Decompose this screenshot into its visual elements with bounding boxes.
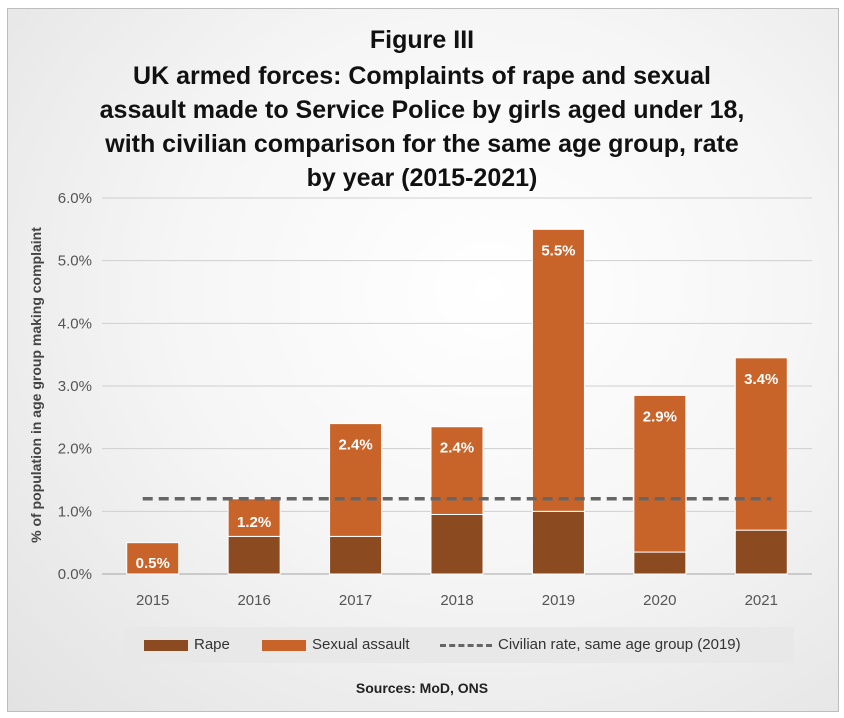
x-tick-label: 2019 [542,592,575,609]
x-tick-label: 2018 [440,592,473,609]
bar-sexual-assault [531,228,585,512]
legend-label-civilian-rate: Civilian rate, same age group (2019) [498,636,741,653]
legend-swatch-rape [144,639,188,651]
y-tick-label: 2.0% [58,441,92,458]
chart-frame [7,8,839,712]
legend-item-civilian-rate: Civilian rate, same age group (2019) [440,636,741,654]
y-tick-label: 4.0% [58,315,92,332]
bar-sexual-assault [227,498,281,537]
data-label: 2.4% [440,440,474,457]
data-label: 2.9% [643,408,677,425]
y-tick-label: 5.0% [58,253,92,270]
bar-rape [734,529,788,575]
x-tick-label: 2020 [643,592,676,609]
data-label: 0.5% [136,555,170,572]
chart-title-line-5: by year (2015-2021) [306,164,538,192]
bar-rape [430,513,484,575]
legend-swatch-sexual-assault [262,639,306,651]
chart-title-line-2: UK armed forces: Complaints of rape and … [133,62,711,90]
legend: Rape Sexual assault Civilian rate, same … [124,627,794,663]
legend-label-sexual-assault: Sexual assault [312,636,410,653]
chart-title-line-3: assault made to Service Police by girls … [99,96,745,124]
bar-sexual-assault [126,542,180,575]
legend-item-rape: Rape [144,636,230,654]
x-tick-label: 2016 [237,592,270,609]
x-tick-label: 2017 [339,592,372,609]
x-tick-label: 2015 [136,592,169,609]
bar-sexual-assault [633,394,687,553]
y-tick-label: 1.0% [58,503,92,520]
legend-label-rape: Rape [194,636,230,653]
y-tick-label: 6.0% [58,190,92,207]
data-label: 2.4% [338,437,372,454]
x-tick-label: 2021 [745,592,778,609]
bar-rape [329,535,383,575]
bar-rape [227,535,281,575]
chart-title-line-1: Figure III [369,26,475,54]
bar-rape [531,510,585,575]
data-label: 3.4% [744,371,778,388]
bar-rape [633,551,687,575]
bar-sexual-assault [329,423,383,537]
source-note: Sources: MoD, ONS [355,680,489,696]
y-tick-label: 3.0% [58,378,92,395]
data-label: 5.5% [541,242,575,259]
bar-sexual-assault [734,357,788,531]
chart-title-line-4: with civilian comparison for the same ag… [105,130,739,158]
y-tick-label: 0.0% [58,566,92,583]
legend-item-sexual-assault: Sexual assault [262,636,410,654]
data-label: 1.2% [237,514,271,531]
legend-swatch-civilian-rate [440,643,492,647]
